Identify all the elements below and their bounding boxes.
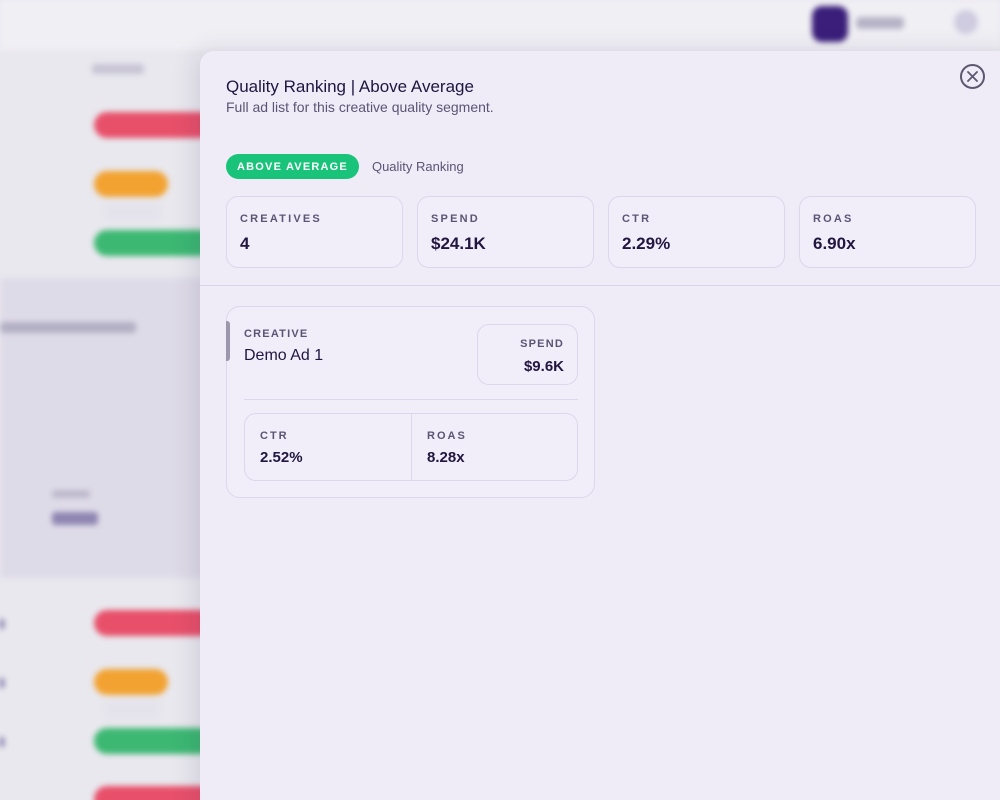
metric-roas: ROAS 8.28x: [411, 414, 577, 480]
metric-value: 2.52%: [260, 449, 303, 466]
spend-label: SPEND: [520, 338, 564, 350]
creative-card[interactable]: CREATIVE Demo Ad 1 SPEND $9.6K CTR 2.52%…: [226, 306, 595, 498]
stat-value: $24.1K: [431, 234, 486, 253]
metric-label: ROAS: [427, 430, 467, 442]
avatar: [812, 6, 848, 42]
stat-card-creatives: CREATIVES 4: [226, 196, 403, 268]
creative-spend-box: SPEND $9.6K: [477, 324, 578, 385]
stat-card-spend: SPEND $24.1K: [417, 196, 594, 268]
modal-title: Quality Ranking | Above Average: [226, 77, 474, 96]
background-cell: [104, 701, 160, 719]
creative-metrics: CTR 2.52% ROAS 8.28x: [244, 413, 578, 481]
background-status-pill: [94, 171, 168, 197]
badge-caption: Quality Ranking: [371, 159, 464, 174]
divider: [200, 285, 1000, 286]
background-cell: [104, 203, 160, 221]
close-button[interactable]: [960, 64, 985, 89]
background-status-pill: [94, 786, 214, 800]
spend-value: $9.6K: [523, 358, 564, 375]
quality-ranking-modal: Quality Ranking | Above Average Full ad …: [200, 51, 1000, 800]
background-status-pill: [94, 610, 214, 636]
stat-value: 2.29%: [622, 234, 671, 253]
background-row-marker: [0, 737, 4, 747]
stat-label: ROAS: [813, 213, 854, 225]
background-column-header: [92, 64, 144, 74]
segment-badge-row: ABOVE AVERAGE Quality Ranking: [226, 154, 464, 179]
background-panel-value: [52, 512, 98, 525]
background-status-pill: [94, 669, 168, 695]
metric-label: CTR: [260, 430, 289, 442]
stat-label: CREATIVES: [240, 213, 322, 225]
background-status-pill: [94, 728, 214, 754]
modal-subtitle: Full ad list for this creative quality s…: [226, 99, 494, 115]
background-username: [856, 17, 904, 29]
stat-label: SPEND: [431, 213, 480, 225]
background-status-pill: [94, 230, 214, 256]
quality-badge: ABOVE AVERAGE: [226, 154, 359, 179]
background-topbar: [0, 0, 1000, 50]
creative-name: Demo Ad 1: [244, 347, 324, 364]
background-row-marker: [0, 678, 4, 688]
background-panel-text: [0, 322, 136, 333]
stat-label: CTR: [622, 213, 652, 225]
notification-icon: [954, 10, 978, 34]
background-row-marker: [0, 619, 4, 629]
stat-value: 4: [240, 234, 250, 253]
divider: [244, 399, 578, 400]
stat-value: 6.90x: [813, 234, 856, 253]
stat-card-ctr: CTR 2.29%: [608, 196, 785, 268]
background-status-pill: [94, 112, 214, 138]
card-accent-bar: [226, 321, 230, 361]
background-panel-label: [52, 490, 90, 498]
close-icon: [967, 71, 978, 82]
metric-value: 8.28x: [427, 449, 465, 466]
creative-label: CREATIVE: [244, 328, 309, 340]
metric-ctr: CTR 2.52%: [245, 414, 411, 480]
stat-card-roas: ROAS 6.90x: [799, 196, 976, 268]
